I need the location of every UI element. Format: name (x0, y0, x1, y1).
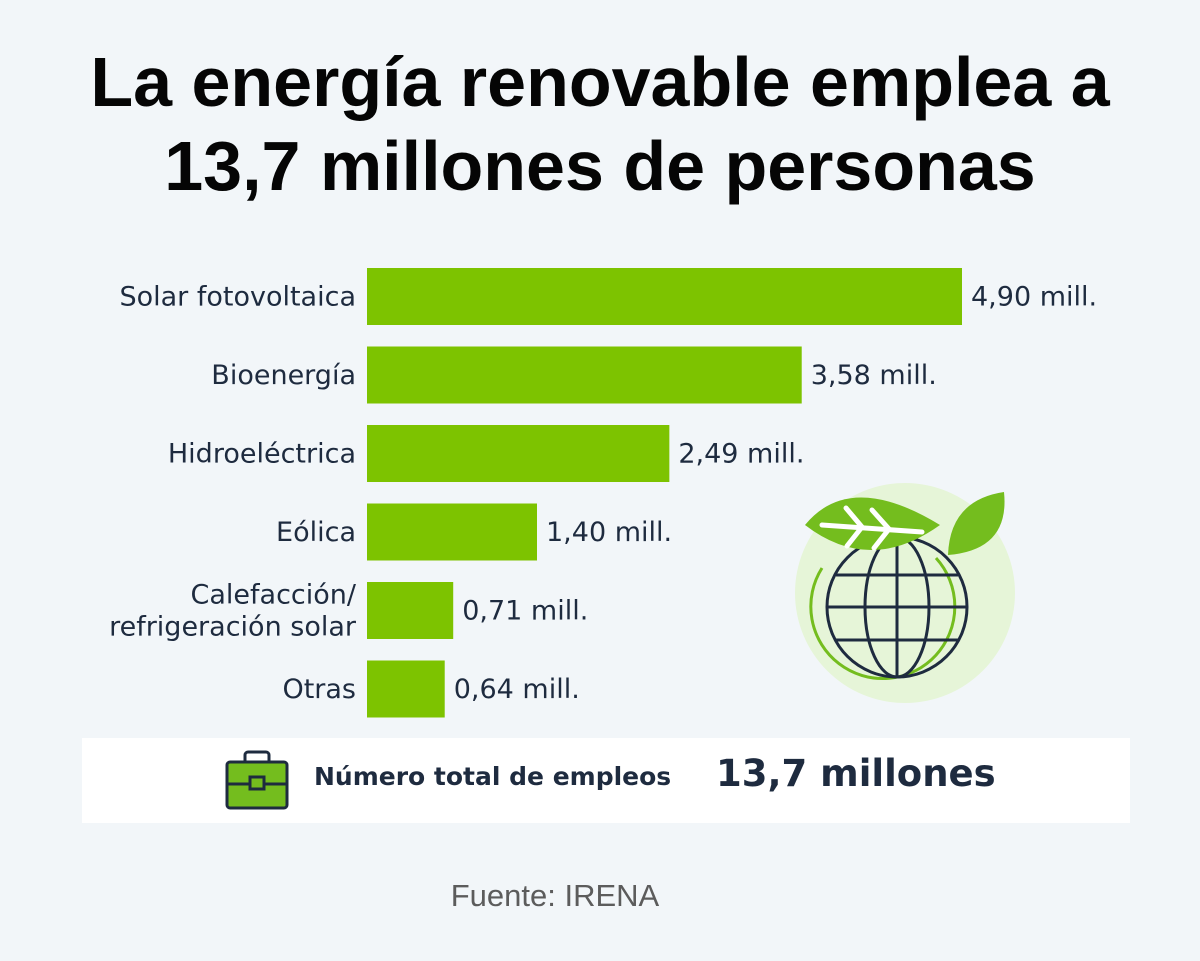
bar-4 (367, 582, 454, 639)
bar-0 (367, 268, 962, 325)
bar-2 (367, 425, 670, 482)
globe-with-leaves-icon (795, 483, 1015, 703)
title-line-2: 13,7 millones de personas (164, 127, 1036, 205)
value-label-3: 1,40 mill. (546, 517, 672, 548)
total-jobs-label: Número total de empleos (314, 762, 672, 791)
category-label-4: Calefacción/refrigeración solar (109, 580, 357, 643)
source-note: Fuente: IRENA (450, 878, 660, 913)
value-label-2: 2,49 mill. (678, 439, 804, 470)
briefcase-icon (225, 750, 289, 810)
category-label-3: Eólica (276, 517, 356, 548)
bar-1 (367, 346, 802, 404)
bars-layer: 4,90 mill. Solar fotovoltaica 3,58 mill. Bi… (109, 268, 1097, 718)
title-line-1: La energía renovable emplea a (90, 43, 1110, 121)
total-jobs-value: 13,7 millones (716, 752, 996, 795)
bar-3 (367, 503, 537, 561)
value-label-1: 3,58 mill. (811, 360, 937, 391)
total-jobs-box: Número total de empleos 13,7 millones (82, 738, 1130, 823)
category-label-0: Solar fotovoltaica (119, 282, 356, 313)
chart-title: La energía renovable emplea a 13,7 millo… (0, 40, 1200, 208)
category-label-5: Otras (282, 674, 356, 705)
category-label-2: Hidroeléctrica (168, 439, 356, 470)
value-label-4: 0,71 mill. (462, 596, 588, 627)
category-label-1: Bioenergía (211, 360, 356, 391)
value-label-5: 0,64 mill. (454, 674, 580, 705)
value-label-0: 4,90 mill. (971, 282, 1097, 313)
bar-5 (367, 660, 445, 718)
